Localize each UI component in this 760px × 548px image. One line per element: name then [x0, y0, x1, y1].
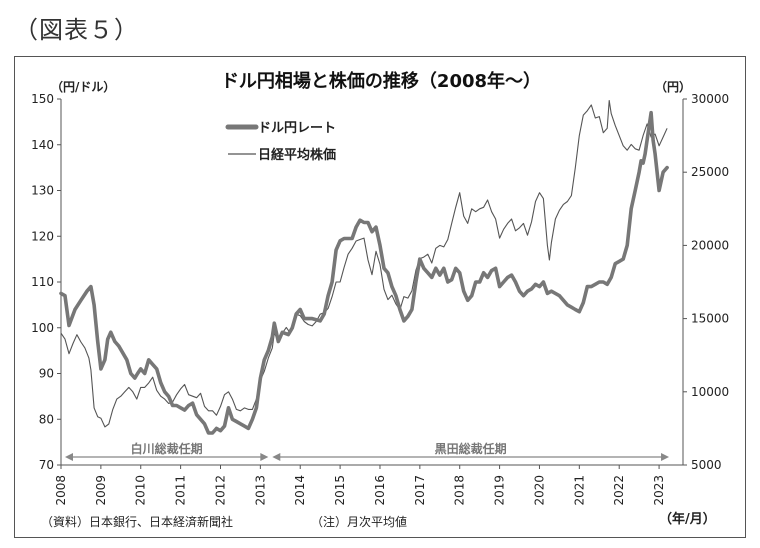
- right-axis-label: （円）: [655, 79, 691, 94]
- x-tick-label: 2014: [293, 475, 307, 506]
- period-label: 白川総裁任期: [131, 441, 203, 456]
- period-arrow-head: [64, 453, 73, 461]
- period-arrow-head: [272, 453, 281, 461]
- right-tick-label: 15000: [691, 312, 729, 326]
- right-tick-label: 30000: [691, 92, 729, 106]
- x-tick-label: 2012: [213, 475, 227, 506]
- x-tick-label: 2015: [333, 475, 347, 506]
- series-usdjpy-line: [59, 110, 669, 435]
- x-tick-label: 2013: [253, 475, 267, 506]
- x-tick-label: 2008: [54, 475, 68, 506]
- x-tick-label: 2019: [493, 475, 507, 506]
- method-note: （注）月次平均値: [311, 514, 407, 529]
- period-label: 黒田総裁任期: [435, 441, 507, 456]
- x-axis-label: （年/月）: [659, 511, 716, 527]
- x-tick-label: 2020: [532, 475, 546, 506]
- legend-label-usdjpy: ドル円レート: [258, 121, 336, 136]
- left-axis-label: （円/ドル）: [51, 79, 115, 94]
- x-tick-label: 2017: [413, 475, 427, 506]
- left-tick-label: 100: [31, 321, 54, 335]
- right-tick-label: 20000: [691, 238, 729, 252]
- left-tick-label: 120: [31, 229, 54, 243]
- x-tick-label: 2016: [373, 475, 387, 506]
- chart-title: ドル円相場と株価の推移（2008年～）: [221, 70, 541, 92]
- right-tick-label: 25000: [691, 165, 729, 179]
- period-label-bg: [427, 441, 514, 455]
- left-tick-label: 90: [39, 367, 54, 381]
- legend: ドル円レート 日経平均株価: [225, 121, 336, 163]
- x-tick-label: 2022: [612, 475, 626, 506]
- x-tick-label: 2021: [572, 475, 586, 506]
- x-tick-label: 2023: [652, 475, 666, 506]
- left-tick-label: 80: [39, 412, 54, 426]
- left-tick-label: 130: [31, 184, 54, 198]
- x-tick-label: 2010: [134, 475, 148, 506]
- legend-label-nikkei: 日経平均株価: [258, 147, 336, 163]
- right-tick-label: 5000: [691, 458, 722, 472]
- source-note: （資料）日本銀行、日本経済新聞社: [41, 514, 233, 529]
- line-chart: ドル円相場と株価の推移（2008年～） （円/ドル） （円） ドル円レート 日経…: [31, 70, 729, 529]
- left-tick-label: 70: [39, 458, 54, 472]
- figure-label: （図表５）: [14, 16, 139, 44]
- x-tick-label: 2018: [453, 475, 467, 506]
- chart-frame: ドル円相場と株価の推移（2008年～） （円/ドル） （円） ドル円レート 日経…: [14, 56, 746, 538]
- right-tick-label: 10000: [691, 385, 729, 399]
- period-label-bg: [123, 441, 210, 455]
- period-arrow-head: [260, 453, 269, 461]
- x-tick-label: 2009: [94, 475, 108, 506]
- left-tick-label: 150: [31, 92, 54, 106]
- left-tick-label: 110: [31, 275, 54, 289]
- x-tick-label: 2011: [174, 475, 188, 506]
- left-tick-label: 140: [31, 138, 54, 152]
- period-arrow-head: [661, 453, 670, 461]
- series-nikkei-line: [60, 99, 668, 428]
